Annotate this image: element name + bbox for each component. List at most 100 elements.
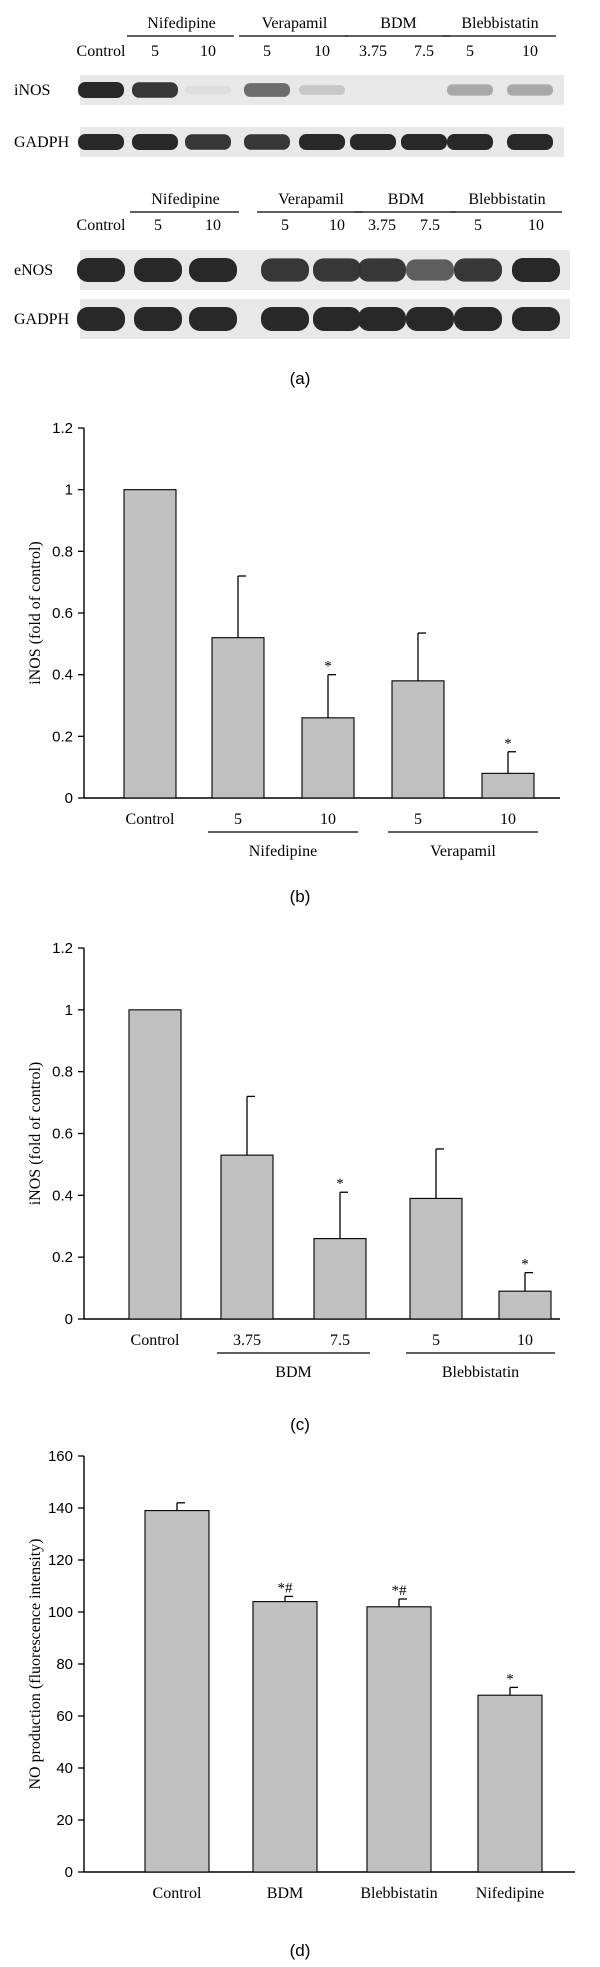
x-tick-label: Control	[131, 1332, 180, 1349]
bar	[123, 489, 177, 799]
blot-band	[401, 134, 447, 150]
dose-label: 3.75	[368, 217, 396, 234]
blot-band	[77, 258, 125, 282]
blot-band	[261, 307, 309, 331]
y-tick-label: 0	[65, 790, 73, 807]
dose-label: 5	[154, 217, 162, 234]
western-blot-bottom: Control Nifedipine 5 10 Verapamil 5 10 BDM 3.75 7…	[14, 191, 570, 339]
blot-band	[132, 82, 178, 98]
western-blot-top: Control Nifedipine 5 10 Verapamil 5 10 BDM 3.75 7…	[14, 15, 564, 157]
y-tick-label: 0	[65, 1311, 73, 1328]
chart-panel-d: 0 20 40 60 80 100 120 140 160 NO production (fluo…	[27, 1448, 575, 1902]
significance-marker: *	[521, 1257, 529, 1273]
bar	[498, 1290, 552, 1320]
panel-label-d: (d)	[290, 1941, 311, 1960]
group-label: BDM	[275, 1364, 311, 1381]
blot-band	[244, 83, 290, 97]
blot-band	[78, 82, 124, 98]
dose-label: 7.5	[414, 43, 434, 60]
y-axis-title: iNOS (fold of control)	[27, 1062, 44, 1206]
treatment-group-label: BDM	[380, 15, 416, 32]
dose-label: 10	[205, 217, 221, 234]
bar	[313, 1238, 367, 1320]
blot-band	[261, 258, 309, 282]
blot-band	[244, 134, 290, 150]
y-axis-title: iNOS (fold of control)	[27, 541, 44, 685]
blot-band	[358, 307, 406, 331]
blot-band	[406, 259, 454, 281]
dose-label: 5	[474, 217, 482, 234]
blot-band	[507, 84, 553, 96]
x-tick-label: 5	[414, 811, 422, 828]
y-tick-label: 80	[56, 1656, 73, 1673]
dose-label: 5	[151, 43, 159, 60]
blot-band	[185, 134, 231, 150]
y-tick-label: 0.4	[52, 1187, 73, 1204]
y-tick-label: 0.6	[52, 1126, 73, 1143]
dose-label: 3.75	[359, 43, 387, 60]
blot-row-label: eNOS	[14, 262, 53, 279]
significance-marker: *#	[278, 1580, 294, 1596]
significance-marker: *	[504, 736, 512, 752]
y-tick-label: 0	[65, 1864, 73, 1881]
x-tick-label: Control	[153, 1885, 202, 1902]
y-tick-label: 0.2	[52, 728, 73, 745]
blot-band	[507, 134, 553, 150]
y-tick-label: 40	[56, 1760, 73, 1777]
blot-band	[512, 258, 560, 282]
y-tick-label: 0.4	[52, 667, 73, 684]
bar	[220, 1154, 274, 1320]
blot-band	[78, 134, 124, 150]
blot-band	[454, 258, 502, 282]
bar	[477, 1694, 543, 1873]
y-tick-label: 160	[48, 1448, 73, 1465]
blot-band	[185, 86, 231, 94]
y-tick-label: 60	[56, 1708, 73, 1725]
x-tick-label: 5	[234, 811, 242, 828]
blot-band	[299, 85, 345, 95]
bar	[144, 1510, 210, 1873]
blot-band	[406, 307, 454, 331]
y-tick-label: 0.8	[52, 543, 73, 560]
blot-band	[132, 134, 178, 150]
x-tick-label: BDM	[267, 1885, 303, 1902]
blot-band	[77, 307, 125, 331]
bar	[211, 637, 265, 799]
blot-band	[134, 258, 182, 282]
panel-label-b: (b)	[290, 887, 311, 906]
treatment-group-label: Verapamil	[278, 191, 344, 208]
dose-label: 10	[329, 217, 345, 234]
y-tick-label: 20	[56, 1812, 73, 1829]
x-tick-label: Blebbistatin	[360, 1885, 437, 1902]
group-label: Verapamil	[430, 843, 496, 860]
dose-label: 7.5	[420, 217, 440, 234]
group-label: Blebbistatin	[442, 1364, 519, 1381]
bar	[391, 680, 445, 799]
bar	[301, 717, 355, 799]
blot-row-label: GADPH	[14, 134, 70, 151]
y-tick-label: 0.6	[52, 605, 73, 622]
blot-band	[447, 84, 493, 96]
treatment-group-label: Nifedipine	[151, 191, 219, 208]
dose-label: 5	[466, 43, 474, 60]
x-tick-label: 10	[500, 811, 516, 828]
bar	[252, 1601, 318, 1873]
blot-band	[350, 134, 396, 150]
treatment-group-label: BDM	[388, 191, 424, 208]
bar	[366, 1606, 432, 1873]
dose-label: 5	[281, 217, 289, 234]
y-tick-label: 1.2	[52, 420, 73, 437]
bar	[481, 772, 535, 799]
y-tick-label: 0.8	[52, 1064, 73, 1081]
x-tick-label: 10	[517, 1332, 533, 1349]
panel-label-c: (c)	[290, 1415, 310, 1434]
blot-row-label: iNOS	[14, 82, 50, 99]
blot-band	[299, 134, 345, 150]
x-tick-label: Control	[126, 811, 175, 828]
y-tick-label: 100	[48, 1604, 73, 1621]
lane-label-control: Control	[77, 43, 126, 60]
significance-marker: *	[506, 1671, 514, 1687]
dose-label: 5	[263, 43, 271, 60]
chart-panel-b: 0 0.2 0.4 0.6 0.8 1 1.2 iNOS (fold of control) C…	[27, 420, 560, 860]
y-tick-label: 1	[65, 1002, 73, 1019]
